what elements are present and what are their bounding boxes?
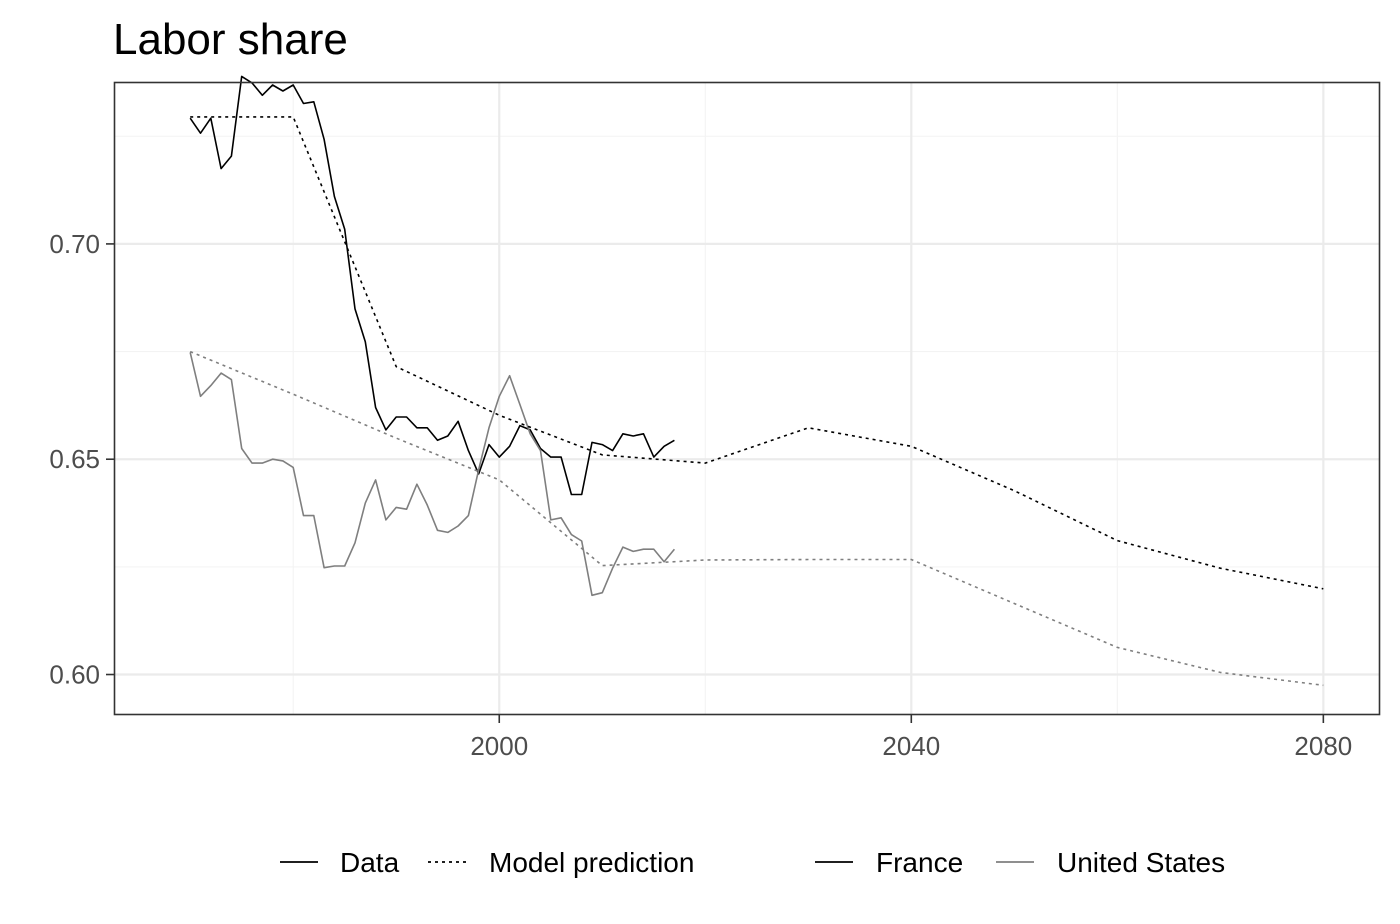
grid [114,82,1380,715]
axes: 2000 2040 2080 0.60 0.65 0.70 [49,229,1352,761]
x-tick-label: 2000 [470,731,528,761]
series-line-france-data [189,75,675,496]
panel-border [113,81,1381,716]
legend-label-united-states: United States [1057,847,1225,878]
legend-label-france: France [876,847,963,878]
legend: Data Model prediction France United States [280,847,1225,878]
y-tick-label: 0.70 [49,229,100,259]
series-lines [189,75,1324,687]
x-tick-label: 2040 [882,731,940,761]
chart-title: Labor share [113,15,348,64]
y-tick-label: 0.65 [49,444,100,474]
legend-label-model-prediction: Model prediction [489,847,694,878]
y-tick-label: 0.60 [49,660,100,690]
series-line-united-states-data [189,352,676,597]
x-tick-label: 2080 [1294,731,1352,761]
series-line-france-model-prediction [190,116,1324,590]
series-line-united-states-model-prediction [189,350,1324,687]
legend-label-data: Data [340,847,400,878]
